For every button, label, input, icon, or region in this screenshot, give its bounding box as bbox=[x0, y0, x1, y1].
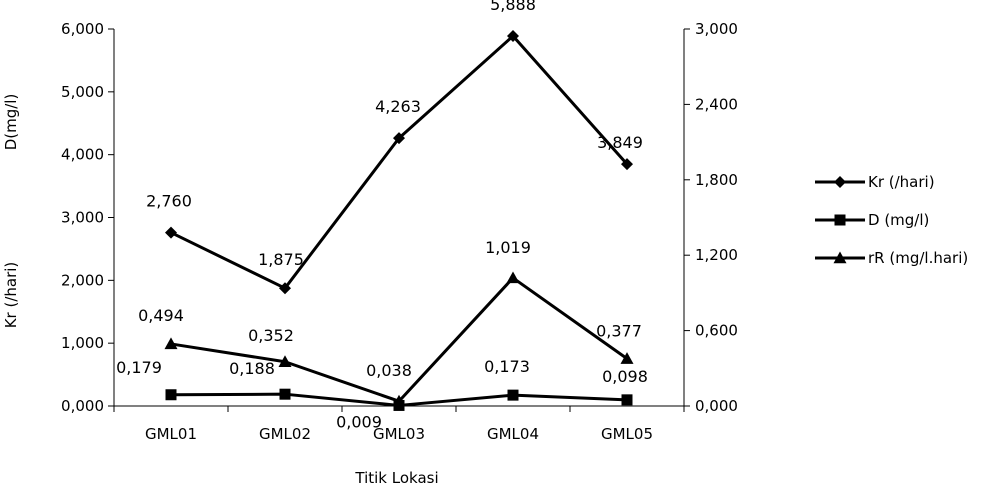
data-label: 0,038 bbox=[366, 361, 412, 380]
data-point bbox=[621, 394, 633, 406]
data-point bbox=[392, 394, 406, 407]
x-tick-label: GML03 bbox=[373, 425, 425, 443]
y-left-tick-label: 6,000 bbox=[61, 20, 104, 38]
y-right-tick-label: 0,000 bbox=[695, 397, 738, 415]
data-label: 0,494 bbox=[138, 306, 184, 325]
y-axis-title-upper: D(mg/l) bbox=[2, 94, 20, 151]
series-line bbox=[170, 34, 629, 290]
legend-label: D (mg/l) bbox=[868, 211, 929, 229]
data-point bbox=[621, 158, 633, 171]
data-label: 0,098 bbox=[602, 367, 648, 386]
data-point bbox=[507, 389, 519, 401]
data-label: 0,377 bbox=[596, 322, 642, 341]
data-label: 1,875 bbox=[258, 250, 304, 269]
data-point bbox=[506, 271, 520, 284]
series-line bbox=[170, 276, 628, 403]
data-label: 3,849 bbox=[597, 133, 643, 152]
y-left-tick-label: 4,000 bbox=[61, 146, 104, 164]
series-triangle bbox=[164, 271, 634, 407]
data-label: 1,019 bbox=[485, 238, 531, 257]
y-right-tick-label: 1,800 bbox=[695, 171, 738, 189]
data-point bbox=[165, 389, 177, 401]
data-label: 2,760 bbox=[146, 192, 192, 211]
legend-item: D (mg/l) bbox=[815, 211, 929, 229]
x-tick-label: GML01 bbox=[145, 425, 197, 443]
data-point bbox=[164, 337, 178, 350]
data-label: 0,009 bbox=[336, 412, 382, 431]
data-point bbox=[279, 388, 291, 400]
data-point bbox=[393, 132, 405, 145]
legend-item: Kr (/hari) bbox=[815, 173, 935, 191]
data-label: 0,173 bbox=[484, 357, 530, 376]
legend-item: rR (mg/l.hari) bbox=[815, 249, 968, 267]
legend-marker bbox=[834, 176, 846, 188]
x-tick-label: GML05 bbox=[601, 425, 653, 443]
legend: Kr (/hari) D (mg/l) rR (mg/l.hari) bbox=[815, 173, 968, 267]
y-axis-title-lower: Kr (/hari) bbox=[2, 262, 20, 329]
legend-label: Kr (/hari) bbox=[868, 173, 935, 191]
data-point bbox=[507, 30, 519, 43]
data-label: 0,352 bbox=[248, 326, 294, 345]
legend-label: rR (mg/l.hari) bbox=[868, 249, 968, 267]
y-left-tick-label: 1,000 bbox=[61, 334, 104, 352]
series-diamond bbox=[165, 30, 633, 295]
y-left-tick-label: 5,000 bbox=[61, 83, 104, 101]
x-axis-title: Titik Lokasi bbox=[354, 469, 438, 487]
y-right-tick-label: 0,600 bbox=[695, 322, 738, 340]
x-tick-label: GML04 bbox=[487, 425, 539, 443]
y-right-tick-label: 1,200 bbox=[695, 246, 738, 264]
data-label: 5,888 bbox=[490, 0, 536, 14]
data-labels: 2,760 1,875 4,263 5,888 3,849 0,179 0,188 0,009… bbox=[116, 0, 648, 431]
y-right-tick-label: 2,400 bbox=[695, 95, 738, 113]
x-tick-label: GML02 bbox=[259, 425, 311, 443]
data-point bbox=[620, 352, 634, 364]
legend-marker bbox=[834, 214, 846, 226]
data-label: 4,263 bbox=[375, 97, 421, 116]
y-left-tick-label: 3,000 bbox=[61, 209, 104, 227]
axes: 0,000 1,000 2,000 3,000 4,000 5,000 6,000 0,000… bbox=[61, 20, 738, 443]
data-point bbox=[278, 355, 292, 367]
data-point bbox=[279, 282, 291, 295]
legend-marker bbox=[833, 251, 847, 264]
data-label: 0,188 bbox=[229, 359, 275, 378]
data-label: 0,179 bbox=[116, 358, 162, 377]
series-layer bbox=[164, 30, 634, 411]
y-left-tick-label: 0,000 bbox=[61, 397, 104, 415]
data-point bbox=[165, 226, 177, 239]
y-left-tick-label: 2,000 bbox=[61, 271, 104, 289]
y-right-tick-label: 3,000 bbox=[695, 20, 738, 38]
